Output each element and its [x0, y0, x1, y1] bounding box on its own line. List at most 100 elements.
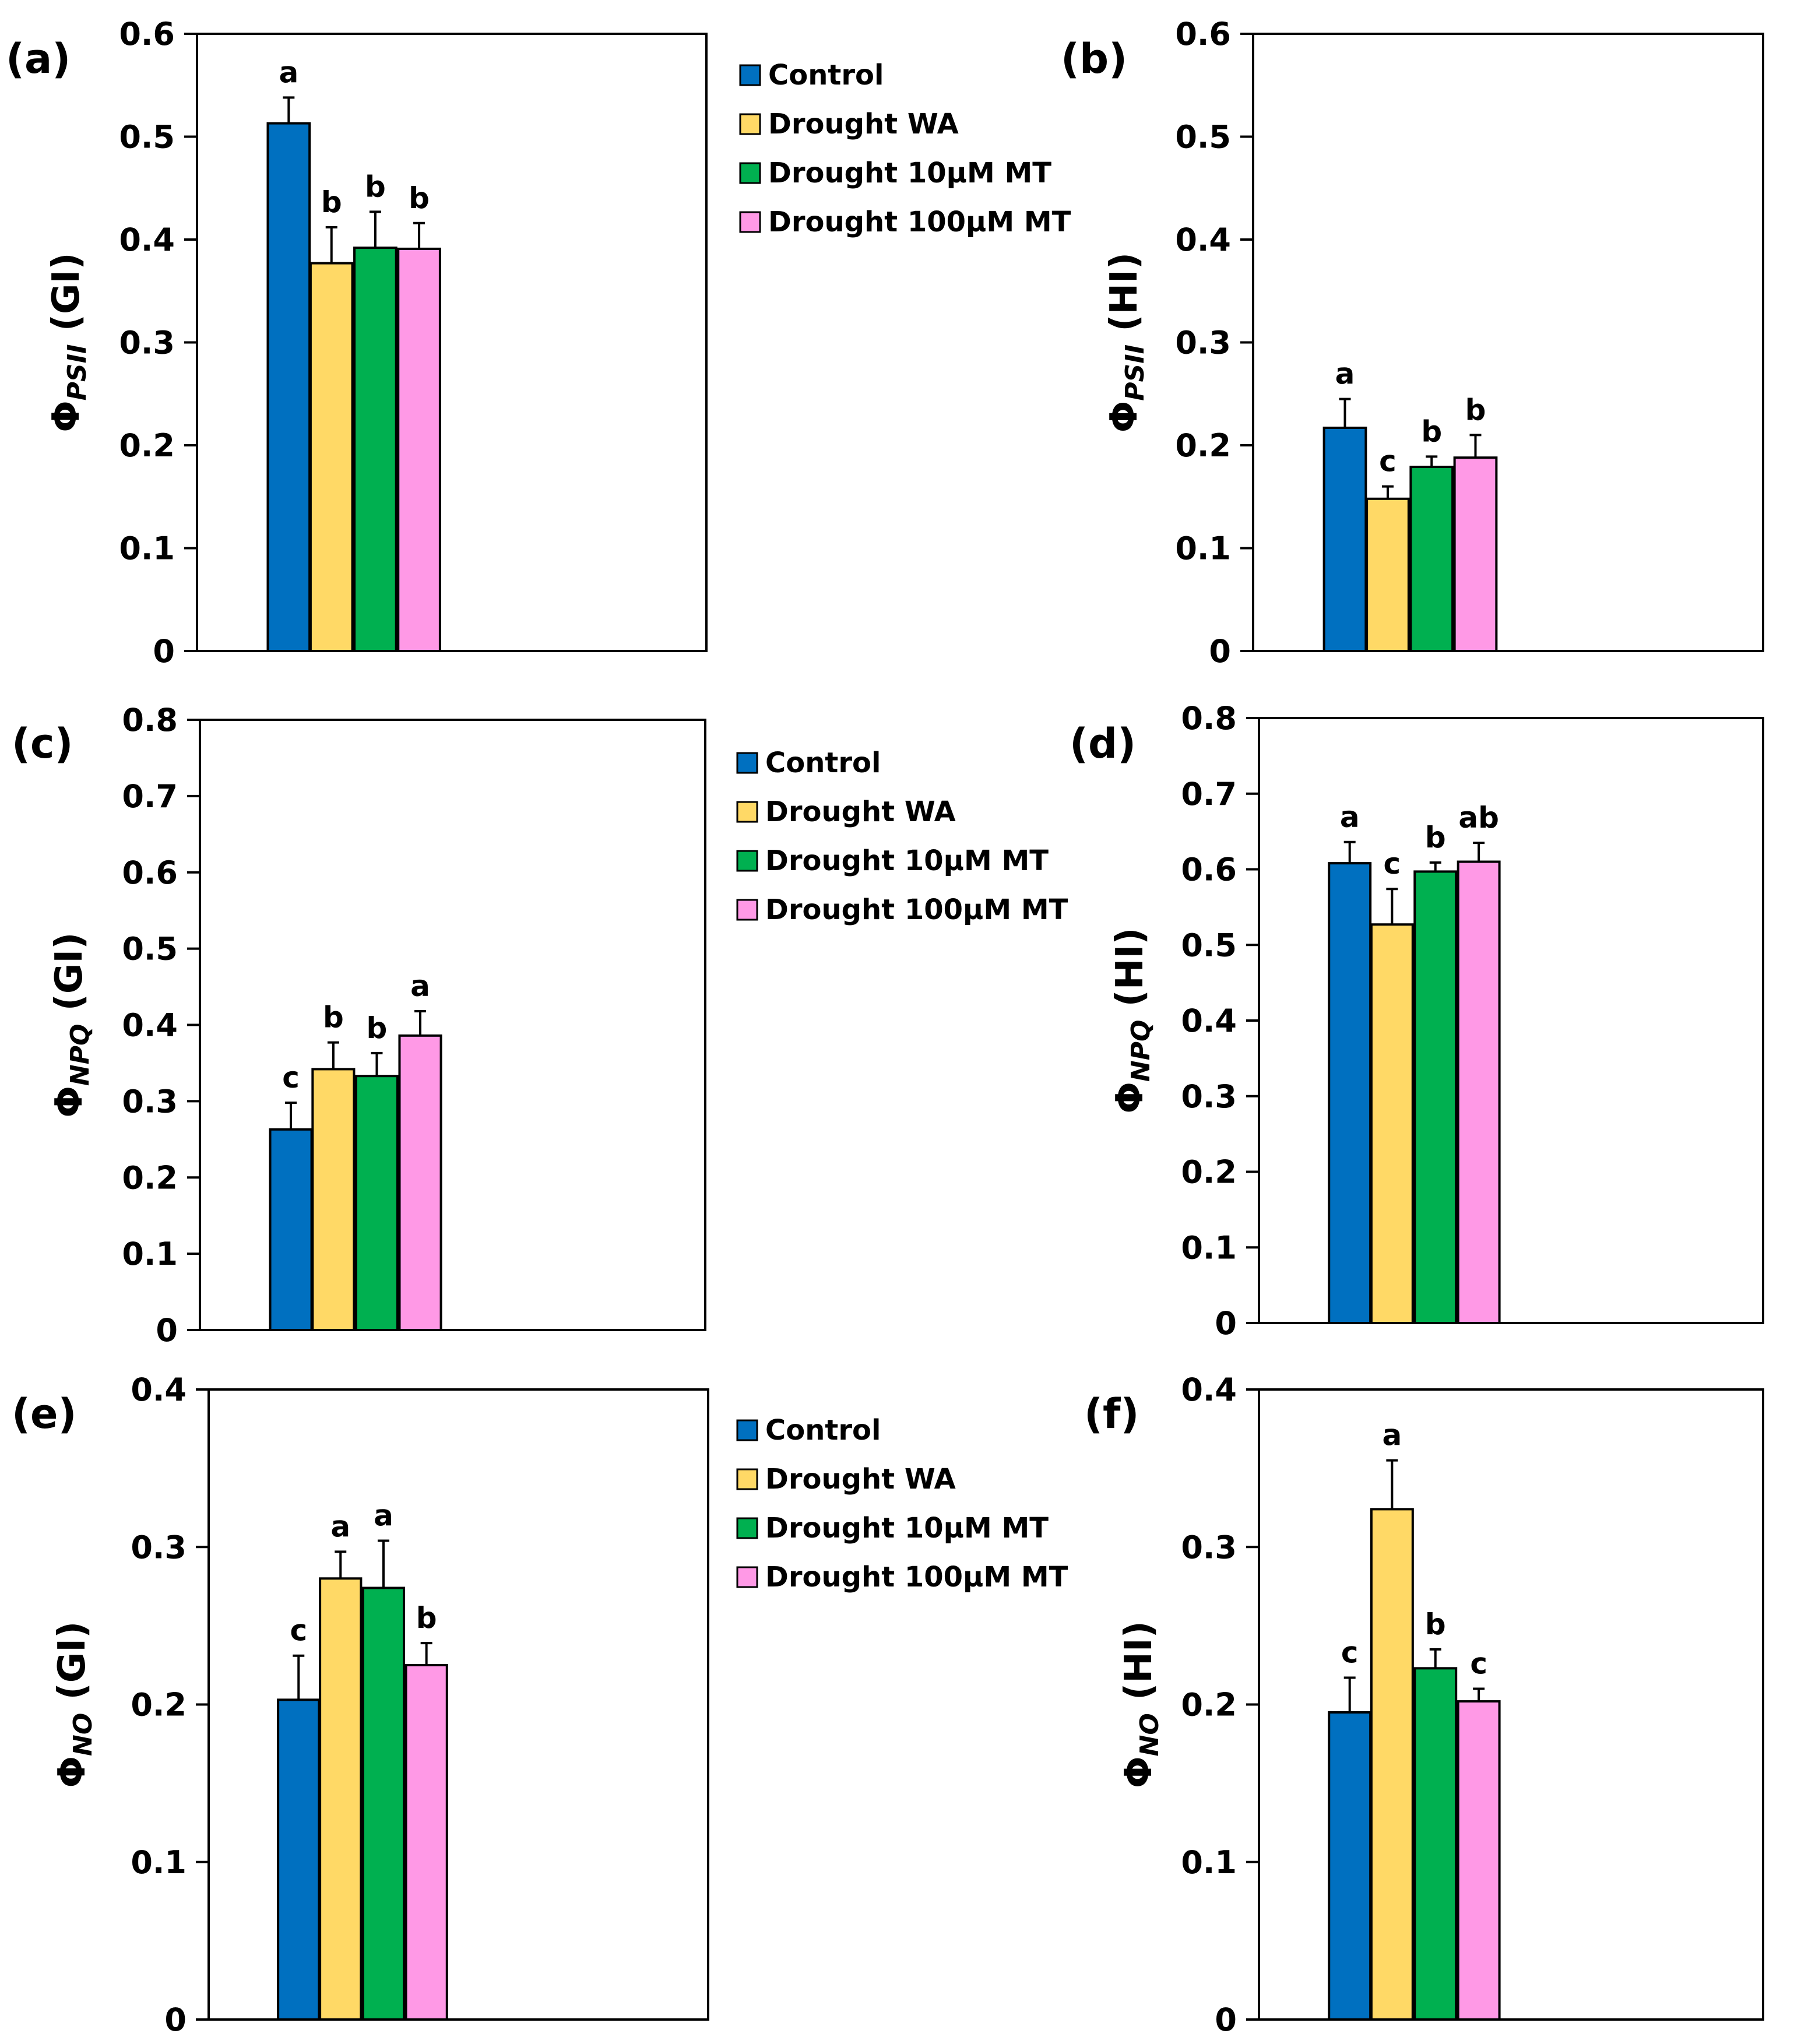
y-tick-label: 0 [153, 633, 175, 670]
significance-letter: b [321, 185, 342, 219]
legend-entry: Drought 100μM MT [765, 893, 1068, 926]
significance-letter: b [409, 181, 430, 215]
bar-3 [1413, 870, 1458, 1324]
y-tick-label: 0.8 [1181, 700, 1237, 737]
significance-letter: b [1425, 821, 1446, 854]
bar-4 [1453, 456, 1498, 652]
legend-swatch [736, 1517, 758, 1539]
y-tick-label: 0 [1215, 1305, 1237, 1342]
y-tick-label: 0.6 [1175, 16, 1231, 52]
legend-entry: Control [765, 747, 881, 779]
bar-2 [311, 1068, 356, 1331]
significance-letter: c [1384, 847, 1401, 881]
y-tick-label: 0.6 [122, 854, 178, 891]
significance-letter: b [1465, 393, 1486, 427]
y-tick-label: 0.2 [122, 1159, 178, 1196]
bar-3 [353, 247, 398, 652]
y-tick-label: 0.6 [119, 16, 175, 52]
y-tick-label: 0.1 [1175, 530, 1231, 567]
y-tick-label: 0.1 [131, 1844, 187, 1881]
significance-letter: a [1340, 800, 1360, 834]
legend-entry: Drought 10μM MT [765, 845, 1049, 877]
legend-swatch [736, 1468, 758, 1490]
legend-swatch [739, 64, 761, 86]
y-tick-label: 0.4 [1181, 1002, 1237, 1039]
significance-letter: a [410, 969, 430, 1003]
y-tick-label: 0.7 [122, 778, 178, 815]
y-tick-label: 0.1 [1181, 1844, 1237, 1881]
legend-entry: Control [768, 59, 884, 92]
bar-2 [1370, 923, 1414, 1324]
y-tick-label: 0.8 [122, 702, 178, 738]
y-tick-label: 0.2 [1181, 1154, 1237, 1191]
y-tick-label: 0.2 [131, 1687, 187, 1723]
bar-4 [397, 247, 441, 652]
y-tick-label: 0.2 [1181, 1687, 1237, 1723]
bar-1 [269, 1128, 313, 1331]
bar-3 [361, 1586, 406, 2021]
bar-4 [1457, 860, 1501, 1324]
y-tick-label: 0.5 [119, 119, 175, 156]
panel-label: (a) [6, 35, 71, 83]
bar-2 [1370, 1508, 1414, 2021]
y-tick-label: 0.3 [1181, 1529, 1237, 1565]
y-tick-label: 0.5 [1175, 119, 1231, 156]
panel-label: (b) [1061, 35, 1127, 83]
y-axis-label: ΦNO (GI) [51, 1621, 98, 1788]
chart-panel-3: 00.10.20.30.40.50.60.70.8cb ba(c)ΦNPQ (GI… [12, 702, 1068, 1349]
bar-4 [398, 1034, 442, 1331]
legend-swatch [736, 801, 758, 823]
y-axis-label: ΦNO (HI) [1117, 1621, 1165, 1788]
y-tick-label: 0 [1209, 633, 1231, 670]
bar-2 [319, 1577, 363, 2021]
bar-1 [266, 122, 311, 652]
significance-letter: c [1379, 445, 1396, 479]
bar-1 [1328, 862, 1372, 1324]
legend-entry: Drought 100μM MT [765, 1561, 1068, 1593]
bar-4 [1457, 1700, 1501, 2021]
bar-2 [309, 262, 354, 653]
bar-1 [277, 1698, 321, 2021]
significance-letter: ab [1458, 801, 1499, 835]
significance-letter: c [282, 1061, 300, 1095]
panel-label: (c) [12, 720, 73, 768]
significance-letter: b [365, 170, 386, 203]
panel-label: (d) [1070, 720, 1136, 768]
y-tick-label: 0.4 [1181, 1371, 1237, 1408]
significance-letter: a [374, 1498, 393, 1532]
y-tick-label: 0.4 [131, 1371, 187, 1408]
legend-swatch [736, 1566, 758, 1588]
y-tick-label: 0.4 [119, 221, 175, 258]
y-axis-label: ΦPSII (HI) [1103, 252, 1150, 432]
bar-3 [354, 1075, 399, 1332]
legend-entry: Drought 100μM MT [768, 206, 1071, 238]
significance-letter: b [1425, 1607, 1446, 1641]
legend-entry: Drought 10μM MT [765, 1512, 1049, 1545]
legend-swatch [736, 850, 758, 872]
significance-letter: c [1470, 1647, 1487, 1680]
y-tick-label: 0.5 [122, 931, 178, 968]
y-tick-label: 0.3 [1175, 325, 1231, 361]
legend-swatch [736, 752, 758, 774]
chart-panel-1: 00.10.20.30.40.50.6ab b b(a)ΦPSII (GI)Cont… [6, 16, 1071, 670]
significance-letter: b [367, 1011, 388, 1045]
panel-label: (e) [12, 1390, 76, 1438]
y-tick-label: 0.7 [1181, 776, 1237, 812]
y-tick-label: 0.5 [1181, 927, 1237, 963]
bar-3 [1409, 466, 1454, 652]
y-tick-label: 0.4 [122, 1007, 178, 1044]
y-tick-label: 0.1 [119, 530, 175, 567]
legend-entry: Drought WA [765, 1463, 956, 1496]
legend-entry: Drought 10μM MT [768, 157, 1051, 189]
significance-letter: a [330, 1510, 350, 1543]
significance-letter: a [1382, 1419, 1402, 1452]
legend-swatch [739, 113, 761, 135]
legend-entry: Drought WA [768, 108, 959, 140]
significance-letter: a [279, 55, 298, 89]
y-tick-label: 0.1 [1181, 1229, 1237, 1266]
legend: Control Drought WA Drought 10μM MT Drought … [736, 1414, 1068, 1593]
y-tick-label: 0.3 [1181, 1078, 1237, 1115]
